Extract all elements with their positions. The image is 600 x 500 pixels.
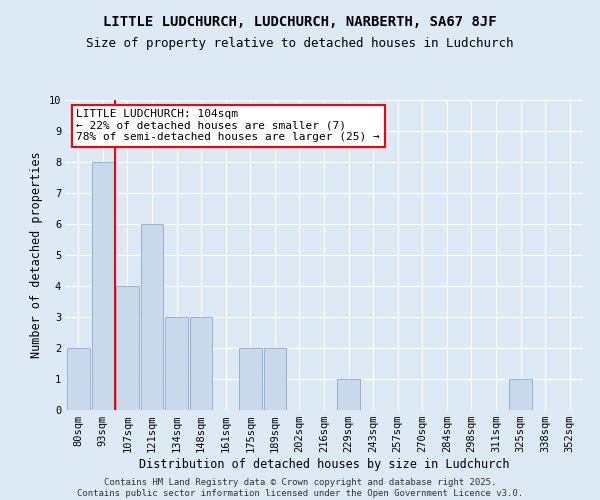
Bar — [263, 348, 286, 410]
Bar — [509, 379, 532, 410]
Text: LITTLE LUDCHURCH, LUDCHURCH, NARBERTH, SA67 8JF: LITTLE LUDCHURCH, LUDCHURCH, NARBERTH, S… — [103, 15, 497, 29]
Bar — [67, 348, 89, 410]
Bar — [140, 224, 163, 410]
Bar — [337, 379, 360, 410]
Bar — [165, 317, 188, 410]
Text: LITTLE LUDCHURCH: 104sqm
← 22% of detached houses are smaller (7)
78% of semi-de: LITTLE LUDCHURCH: 104sqm ← 22% of detach… — [76, 110, 380, 142]
Bar — [190, 317, 212, 410]
X-axis label: Distribution of detached houses by size in Ludchurch: Distribution of detached houses by size … — [139, 458, 509, 471]
Bar — [116, 286, 139, 410]
Bar — [92, 162, 114, 410]
Y-axis label: Number of detached properties: Number of detached properties — [30, 152, 43, 358]
Text: Contains HM Land Registry data © Crown copyright and database right 2025.
Contai: Contains HM Land Registry data © Crown c… — [77, 478, 523, 498]
Text: Size of property relative to detached houses in Ludchurch: Size of property relative to detached ho… — [86, 38, 514, 51]
Bar — [239, 348, 262, 410]
